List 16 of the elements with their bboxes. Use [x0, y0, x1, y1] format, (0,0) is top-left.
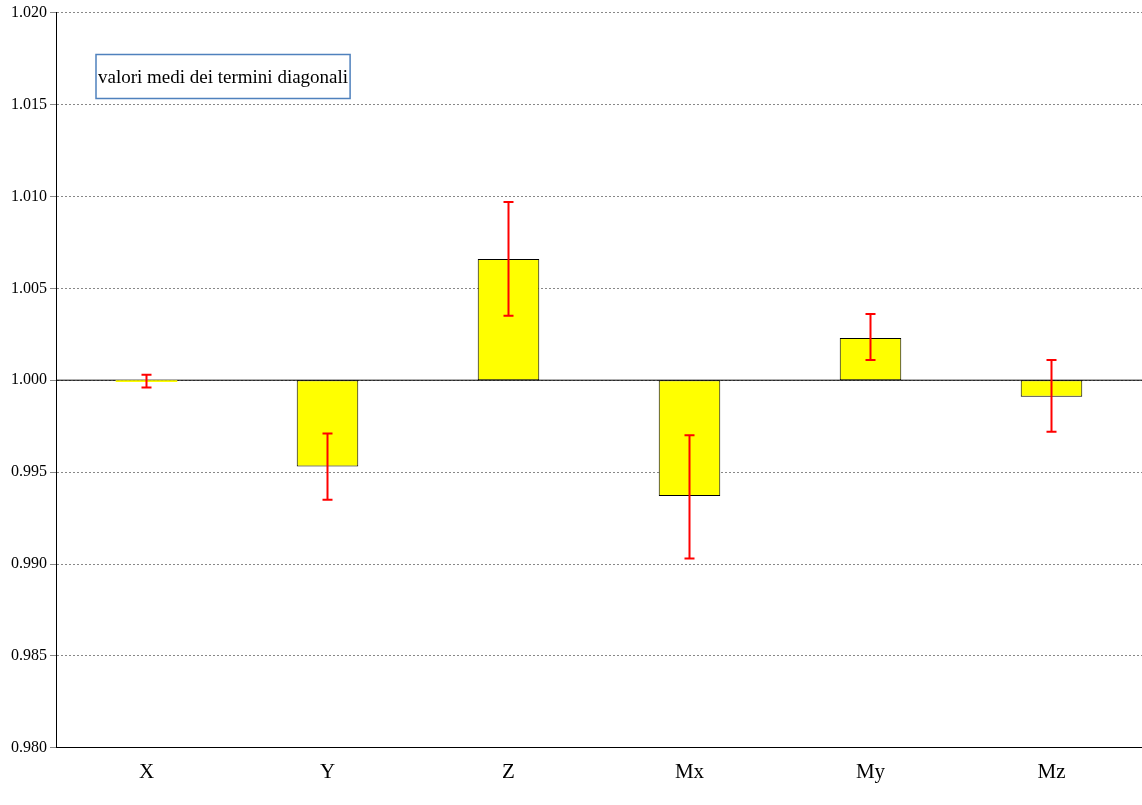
x-tick-label: X: [138, 758, 155, 783]
y-tick-label: 1.020: [11, 2, 47, 20]
y-tick-label: 1.010: [11, 186, 47, 204]
x-tick-label: Z: [502, 758, 515, 783]
x-tick-label: Mx: [674, 758, 705, 783]
y-tick-label: 1.015: [11, 94, 47, 112]
y-tick-label: 0.995: [11, 462, 47, 480]
x-tick-label: Y: [319, 758, 336, 783]
annotation: valori medi dei termini diagonali: [98, 65, 349, 87]
x-tick-label: My: [855, 758, 886, 783]
y-tick-label: 1.005: [11, 278, 47, 296]
y-tick-label: 0.985: [11, 646, 47, 664]
y-tick-label: 0.980: [11, 738, 47, 755]
y-tick-label: 0.990: [11, 554, 47, 572]
y-tick-label: 1.000: [11, 370, 47, 388]
x-tick-label: Mz: [1037, 758, 1066, 783]
